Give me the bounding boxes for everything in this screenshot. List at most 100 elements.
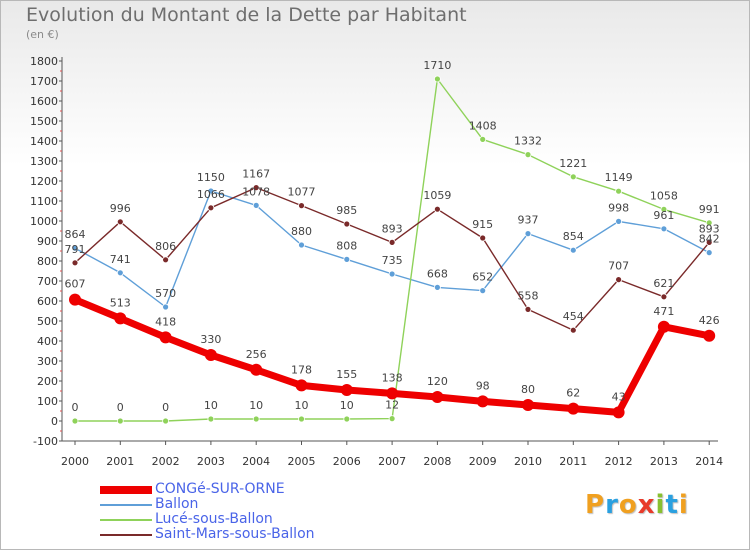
data-point <box>69 293 81 306</box>
data-point <box>479 287 487 295</box>
x-tick-label: 2006 <box>333 455 361 468</box>
data-label: 1167 <box>242 168 270 181</box>
logo-letter: x <box>637 490 656 520</box>
y-tick-label: 1100 <box>30 195 58 208</box>
x-tick-label: 2004 <box>242 455 270 468</box>
data-label: 842 <box>699 233 720 246</box>
data-label: 418 <box>155 315 176 328</box>
data-label: 735 <box>382 254 403 267</box>
data-point <box>343 255 351 263</box>
data-point <box>116 218 124 226</box>
data-point <box>386 387 399 400</box>
data-point <box>71 259 79 267</box>
data-label: 256 <box>246 348 267 361</box>
data-label: 1058 <box>650 189 678 202</box>
data-label: 0 <box>117 401 124 414</box>
y-tick-label: 700 <box>37 275 58 288</box>
data-point <box>162 417 170 425</box>
data-point <box>567 402 580 415</box>
data-label: 741 <box>110 253 131 266</box>
data-label: 996 <box>110 202 131 215</box>
data-point <box>207 204 215 212</box>
data-label: 707 <box>608 260 629 273</box>
data-label: 668 <box>427 267 448 280</box>
x-tick-label: 2005 <box>288 455 316 468</box>
data-point <box>388 238 396 246</box>
data-point <box>162 303 170 311</box>
data-label: 10 <box>249 399 263 412</box>
data-point <box>660 293 668 301</box>
data-label: 155 <box>336 368 357 381</box>
data-point <box>298 202 305 210</box>
data-label: 1221 <box>559 157 587 170</box>
legend-label: CONGé-SUR-ORNE <box>155 481 285 497</box>
legend-item: Ballon <box>100 497 315 512</box>
y-tick-label: 600 <box>37 295 58 308</box>
logo-letter: i <box>655 490 666 520</box>
data-point <box>71 417 79 425</box>
x-tick-label: 2001 <box>106 455 134 468</box>
data-label: 1077 <box>288 186 316 199</box>
legend-label: Ballon <box>155 496 199 512</box>
data-point <box>252 415 260 423</box>
y-tick-label: 400 <box>37 335 58 348</box>
data-label: 80 <box>521 383 535 396</box>
y-tick-label: 1200 <box>30 175 58 188</box>
data-point <box>343 415 351 423</box>
data-label: 330 <box>200 333 221 346</box>
y-tick-label: -100 <box>33 435 58 448</box>
y-tick-label: 800 <box>37 255 58 268</box>
data-label: 806 <box>155 240 176 253</box>
y-tick-label: 1000 <box>30 215 58 228</box>
legend-label: Saint-Mars-sous-Ballon <box>155 526 315 542</box>
data-label: 985 <box>336 204 357 217</box>
data-point <box>116 269 124 277</box>
data-label: 991 <box>699 203 720 216</box>
data-point <box>162 256 170 264</box>
data-label: 621 <box>653 277 674 290</box>
data-point <box>343 220 351 228</box>
data-point <box>159 331 172 344</box>
y-tick-label: 1700 <box>30 75 58 88</box>
legend-item: Lucé-sous-Ballon <box>100 512 315 527</box>
data-point <box>476 395 489 408</box>
data-label: 43 <box>612 390 626 403</box>
data-point <box>660 225 668 233</box>
y-tick-label: 300 <box>37 355 58 368</box>
data-point <box>252 184 260 192</box>
data-label: 998 <box>608 201 629 214</box>
data-point <box>298 415 305 423</box>
data-point <box>298 241 305 249</box>
data-point <box>569 326 577 334</box>
data-point <box>388 415 396 423</box>
legend-swatch <box>100 533 152 536</box>
data-point <box>431 391 444 403</box>
data-point <box>114 312 127 325</box>
data-point <box>252 201 260 209</box>
data-label: 808 <box>336 239 357 252</box>
data-label: 138 <box>382 371 403 384</box>
y-tick-label: 1300 <box>30 155 58 168</box>
legend: CONGé-SUR-ORNE Ballon Lucé-sous-Ballon Sain… <box>100 482 315 542</box>
data-label: 1710 <box>423 59 451 72</box>
y-tick-label: 1400 <box>30 135 58 148</box>
data-label: 854 <box>563 230 584 243</box>
data-label: 915 <box>472 218 493 231</box>
data-point <box>612 406 625 419</box>
data-point <box>433 205 441 213</box>
data-label: 12 <box>385 399 399 412</box>
x-tick-label: 2007 <box>378 455 406 468</box>
data-point <box>703 329 716 342</box>
x-tick-label: 2013 <box>650 455 678 468</box>
data-label: 1149 <box>605 171 633 184</box>
data-point <box>660 205 668 213</box>
legend-label: Lucé-sous-Ballon <box>155 511 273 527</box>
logo-letter: r <box>605 490 619 520</box>
legend-swatch <box>100 485 152 494</box>
x-tick-label: 2008 <box>423 455 451 468</box>
data-label: 791 <box>65 243 86 256</box>
data-point <box>479 234 487 242</box>
data-point <box>705 219 713 227</box>
